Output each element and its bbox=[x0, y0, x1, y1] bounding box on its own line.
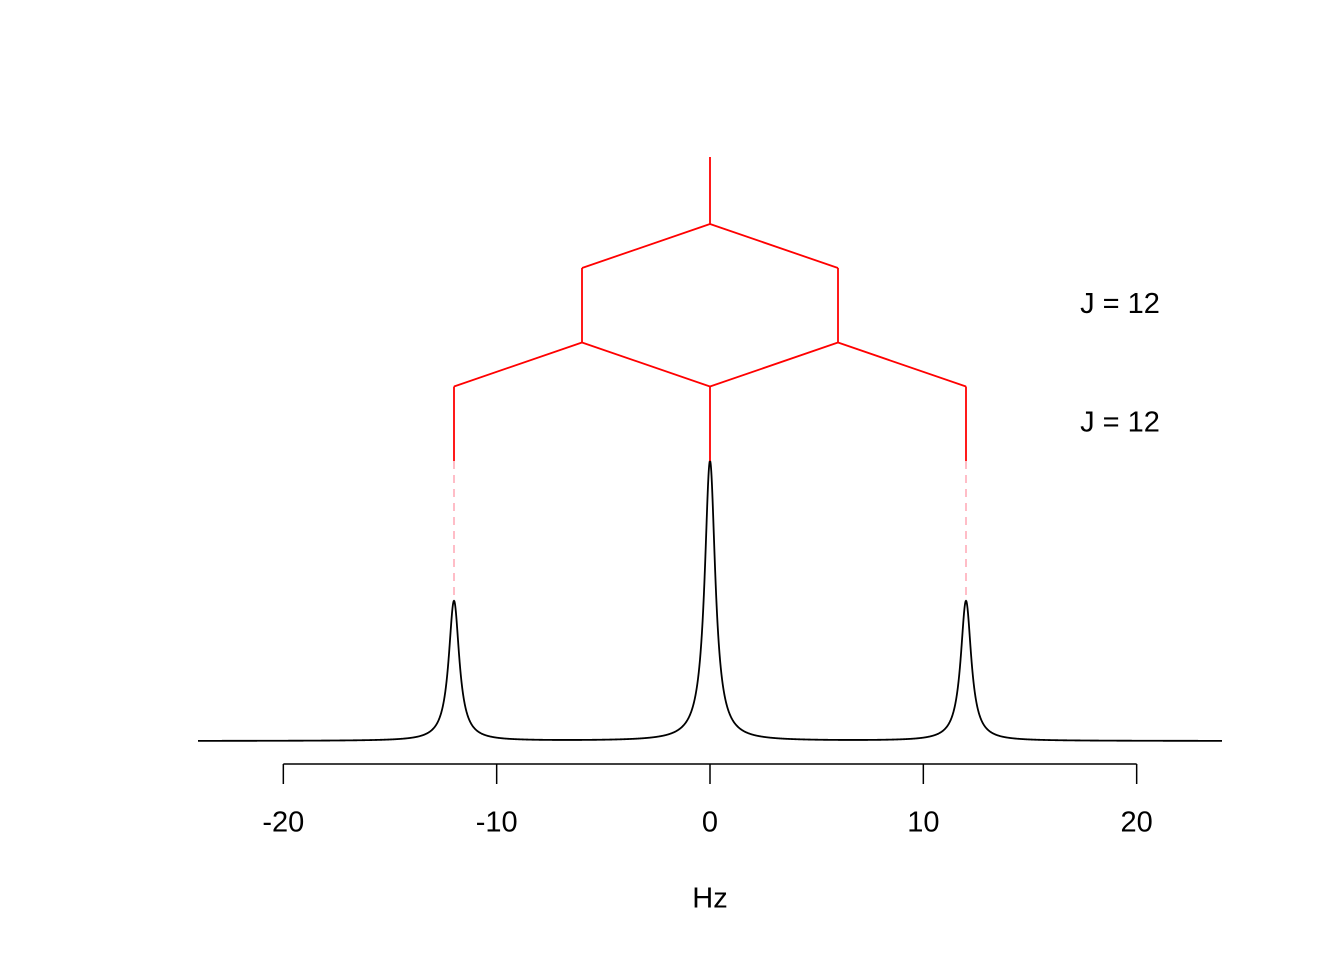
x-axis-label: Hz bbox=[692, 883, 727, 915]
x-tick-label: 20 bbox=[1121, 807, 1153, 839]
x-tick-label: -10 bbox=[476, 807, 518, 839]
spectrum bbox=[198, 459, 1222, 742]
coupling-label: J = 12 bbox=[1080, 406, 1160, 438]
tree-line bbox=[453, 341, 583, 388]
tree-line bbox=[581, 223, 711, 269]
x-tick-label: 0 bbox=[702, 807, 718, 839]
tree-line bbox=[709, 341, 839, 388]
x-tick-label: 10 bbox=[907, 807, 939, 839]
tree-line bbox=[837, 341, 967, 388]
coupling-label: J = 12 bbox=[1080, 288, 1160, 320]
tree-line bbox=[709, 223, 839, 269]
tree-line bbox=[581, 341, 711, 388]
x-tick-label: -20 bbox=[262, 807, 304, 839]
